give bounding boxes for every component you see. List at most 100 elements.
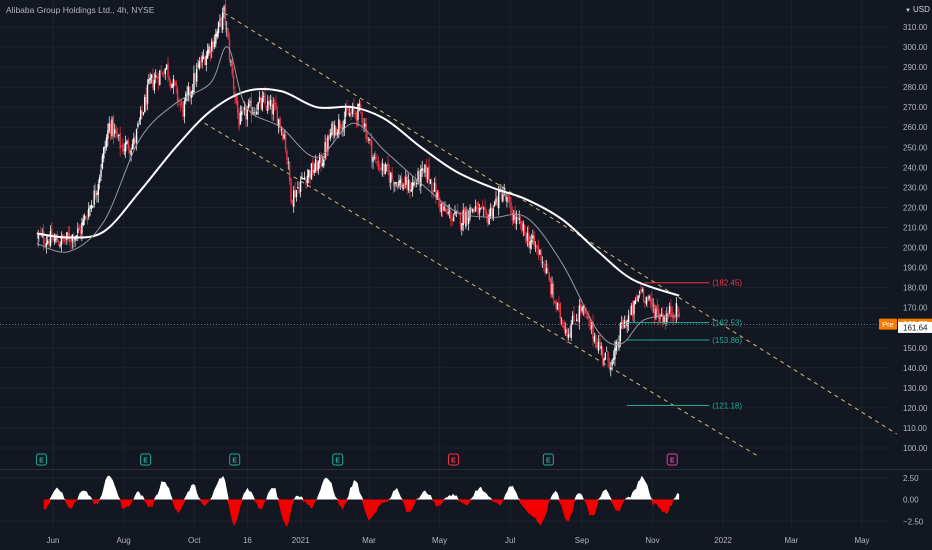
candle-body [217,22,220,33]
currency-label: USD [912,5,930,14]
candle-body [148,79,150,84]
candle-body [122,144,124,152]
candle-body [536,246,538,249]
candle-body [329,133,332,138]
time-axis[interactable]: Jun Aug Oct 16 2021 Mar May Jul Sep Nov 2022 Mar May [47,536,870,545]
price-tick-label: 260.00 [903,123,928,132]
candle-body [678,312,680,318]
candle-body [543,263,545,265]
candle-body [472,209,474,212]
price-tick-label: 150.00 [903,344,928,353]
candle-body [672,314,675,319]
candle-body [422,169,425,172]
candle-body [144,97,146,113]
candle-body [45,242,48,247]
candle-body [127,141,130,150]
candle-body [328,134,330,140]
earnings-letter: E [335,458,340,465]
candle-body [454,210,456,215]
candle-body [518,218,520,220]
candle-body [626,320,628,327]
time-tick-label: Sep [575,536,590,545]
candle-body [607,351,609,361]
oscillator-pane [43,475,680,528]
candle-body [651,299,653,305]
trend-channel[interactable] [204,12,897,457]
candle-body [156,77,158,79]
earnings-marker[interactable]: E [140,453,152,466]
candle-body [142,112,145,115]
candle-body [139,110,142,120]
earnings-marker[interactable]: E [666,453,678,466]
candle-body [459,212,462,227]
candle-body [120,146,123,148]
earnings-marker[interactable]: E [229,453,241,466]
candle-body [532,235,534,239]
symbol-title[interactable]: Alibaba Group Holdings Ltd., 4h, NYSE [6,5,155,15]
candle-body [135,128,138,143]
candle-body [580,303,582,310]
candle-body [619,323,622,342]
candle-body [559,303,561,319]
price-axis[interactable]: 100.00110.00120.00130.00140.00150.00160.… [903,23,928,453]
candle-body [164,68,166,75]
candle-body [458,213,460,215]
candle-body [145,94,147,106]
candle-body [671,313,674,315]
candle-body [567,334,570,338]
candle-body [354,112,356,115]
candle-body [611,360,613,366]
currency-selector[interactable]: ▼ USD [905,5,930,14]
candle-body [90,204,93,209]
target-levels[interactable]: (182.45) (162.53) (153.86) (121.18) [627,279,742,411]
time-tick-label: Oct [188,536,201,545]
time-tick-label: 16 [243,536,252,545]
candle-body [549,278,552,294]
candle-body [359,104,362,110]
candle-body [206,50,209,59]
candle-body [537,246,540,254]
candle-body [111,119,113,137]
candle-body [652,305,654,307]
time-tick-label: Mar [785,536,799,545]
candle-body [473,209,475,211]
candle-body [642,289,645,301]
candle-body [193,73,195,92]
earnings-marker[interactable]: E [332,453,344,466]
earnings-marker[interactable]: E [35,453,47,466]
candle-body [60,235,63,246]
candle-body [172,79,175,87]
candle-body [390,173,392,183]
candle-body [299,181,302,192]
candle-body [487,214,489,223]
earnings-letter: E [143,458,148,465]
candle-body [376,161,378,164]
candle-body [493,201,496,206]
candle-body [339,121,341,129]
candle-body [448,210,451,212]
candle-body [113,129,116,134]
earnings-marker[interactable]: E [542,453,554,466]
candle-body [547,268,549,274]
candle-body [444,208,447,213]
oscillator-axis[interactable]: 2.50 0.00 −2.50 [903,474,924,527]
candle-body [103,147,105,159]
candle-body [621,323,623,325]
candle-body [149,77,151,81]
candle-body [552,283,555,300]
candle-body [379,167,381,169]
time-tick-label: 2022 [714,536,732,545]
candle-body [88,208,90,218]
candle-body [264,93,266,104]
time-tick-label: Mar [362,536,376,545]
earnings-icon [229,453,241,466]
level-label: (162.53) [712,319,742,328]
channel-lower-line [204,122,759,457]
earnings-marker[interactable]: E [447,453,459,466]
candle-body [254,111,257,115]
price-tick-label: 230.00 [903,183,928,192]
candle-body [437,191,440,200]
candle-body [224,4,227,26]
